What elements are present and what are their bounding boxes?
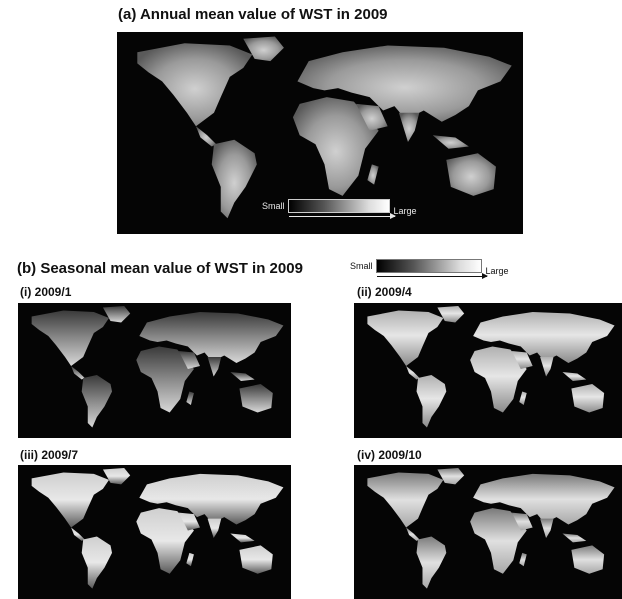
map-label-jul: (iii) 2009/7 xyxy=(20,448,79,462)
seasonal-map-jul xyxy=(18,465,291,599)
legend-small-label: Small xyxy=(350,261,373,271)
legend-gradient-bar xyxy=(375,259,488,279)
annual-legend: Small Large xyxy=(262,199,417,219)
legend-gradient-bar xyxy=(287,199,396,219)
legend-arrow xyxy=(288,213,396,219)
panel-a-title: (a) Annual mean value of WST in 2009 xyxy=(118,6,388,23)
map-label-oct: (iv) 2009/10 xyxy=(357,448,422,462)
panel-b-title: (b) Seasonal mean value of WST in 2009 xyxy=(17,260,303,277)
map-label-jan: (i) 2009/1 xyxy=(20,285,72,299)
seasonal-map-apr xyxy=(354,303,622,438)
legend-arrow xyxy=(376,273,488,279)
legend-large-label: Large xyxy=(485,266,509,276)
seasonal-map-oct xyxy=(354,465,622,599)
legend-small-label: Small xyxy=(262,201,285,211)
seasonal-legend: Small Large xyxy=(350,259,509,279)
legend-large-label: Large xyxy=(393,206,417,216)
map-label-apr: (ii) 2009/4 xyxy=(357,285,412,299)
seasonal-map-jan xyxy=(18,303,291,438)
